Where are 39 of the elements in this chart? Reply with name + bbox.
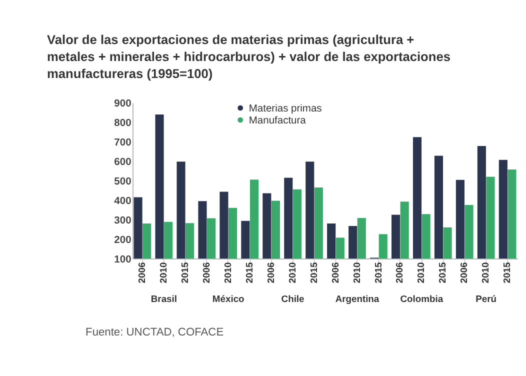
x-tick-label: 2015 [178, 262, 190, 284]
text: Valor de las exportaciones de materias primas (agricultura + [47, 32, 414, 47]
text: Argentina [335, 293, 380, 304]
y-tick-label: 400 [114, 196, 132, 207]
x-tick-label: 2006 [394, 262, 405, 284]
x-tick-label: 2015 [308, 262, 319, 284]
x-tick-label: 2006 [264, 262, 276, 284]
y-tick-label: 600 [114, 157, 132, 168]
text: manufactureras (1995=100) [47, 66, 213, 82]
x-tick-label: 2015 [501, 262, 512, 284]
y-tick-label: 100 [114, 254, 132, 266]
legend-label: Materias primas [248, 103, 322, 114]
legend-label: Manufactura [248, 115, 306, 126]
x-tick-label: 2010 [157, 262, 168, 284]
x-tick-label: 2010 [286, 262, 298, 284]
y-tick-label: 200 [114, 234, 132, 246]
y-tick-label: 500 [114, 176, 132, 188]
text: Chile [281, 293, 304, 304]
x-tick-label: 2010 [480, 262, 491, 284]
text: México [212, 293, 245, 304]
x-tick-label: 2010 [350, 262, 362, 284]
text: Brasil [150, 293, 177, 304]
source-note: Fuente: UNCTAD, COFACE [86, 326, 224, 338]
x-tick-label: 2015 [436, 262, 448, 284]
y-tick-label: 300 [114, 215, 132, 226]
text: Colombia [400, 293, 444, 304]
y-tick-label: 900 [114, 98, 132, 110]
text: Perú [476, 293, 497, 304]
x-tick-label: 2006 [458, 262, 470, 284]
x-tick-label: 2006 [136, 262, 148, 284]
x-tick-label: 2015 [372, 262, 384, 284]
x-tick-label: 2015 [243, 262, 254, 284]
y-tick-label: 800 [114, 118, 132, 130]
x-tick-label: 2010 [222, 262, 233, 284]
x-tick-label: 2006 [200, 262, 212, 284]
x-tick-label: 2006 [329, 262, 340, 284]
x-tick-label: 2010 [415, 262, 426, 284]
y-tick-label: 700 [114, 138, 132, 149]
text: metales + minerales + hidrocarburos) + valor de las exportaciones [47, 48, 450, 64]
